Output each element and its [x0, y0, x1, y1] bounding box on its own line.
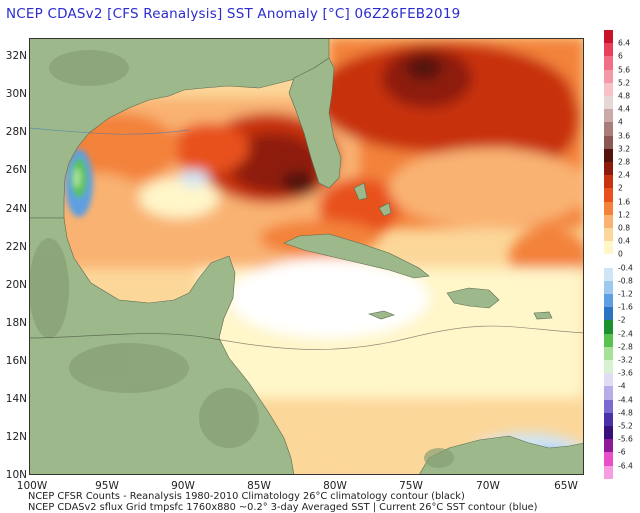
lat-label: 26N [5, 164, 27, 176]
legend-label: 5.6 [618, 65, 631, 75]
sst-anomaly-map [29, 38, 584, 475]
lat-label: 10N [5, 469, 27, 481]
legend-swatch [604, 294, 613, 308]
lat-label: 22N [5, 241, 27, 253]
legend-swatch [604, 307, 613, 321]
legend-swatch [604, 122, 613, 137]
legend-label: -3.6 [618, 368, 633, 378]
legend-swatch [604, 69, 613, 84]
cold-anomaly [65, 149, 93, 217]
legend-swatch [604, 241, 613, 255]
lat-label: 28N [5, 126, 27, 138]
lat-label: 14N [5, 393, 27, 405]
legend-label: 0.4 [618, 236, 631, 246]
lat-label: 16N [5, 355, 27, 367]
legend-swatch [604, 320, 613, 335]
legend-label: 0.8 [618, 223, 631, 233]
legend-label: -2.8 [618, 342, 633, 352]
legend-swatch [604, 254, 613, 269]
legend-label: 1.6 [618, 197, 631, 207]
legend-swatch [604, 188, 613, 203]
legend-label: -4 [618, 381, 626, 391]
legend-swatch [604, 56, 613, 71]
legend-swatch [604, 439, 613, 453]
legend-swatch [604, 333, 613, 348]
terrain [29, 50, 454, 468]
legend-label: -6.4 [618, 461, 633, 471]
legend-swatch [604, 280, 613, 295]
lon-label: 95W [95, 480, 119, 492]
legend-label: 6 [618, 51, 623, 61]
lat-label: 30N [5, 88, 27, 100]
map-canvas [29, 38, 584, 475]
legend-label: -1.2 [618, 289, 633, 299]
legend-swatch [604, 135, 613, 150]
legend-label: 1.2 [618, 210, 631, 220]
lon-label: 100W [16, 480, 48, 492]
legend-swatch [604, 399, 613, 414]
legend-swatch [604, 228, 613, 242]
footer-line-1: NCEP CFSR Counts - Reanalysis 1980-2010 … [28, 491, 465, 502]
legend-label: -5.6 [618, 434, 633, 444]
legend-label: -4.8 [618, 408, 633, 418]
legend-swatch [604, 386, 613, 401]
legend-label: -1.6 [618, 302, 633, 312]
legend-label: 2.4 [618, 170, 631, 180]
lon-label: 90W [171, 480, 195, 492]
legend-label: 2.8 [618, 157, 631, 167]
legend-label: -4.4 [618, 395, 633, 405]
lon-label: 80W [323, 480, 347, 492]
legend-swatch [604, 426, 613, 440]
current-contour [29, 127, 190, 135]
legend-label: 6.4 [618, 38, 631, 48]
legend-label: -5.2 [618, 421, 633, 431]
legend-label: -0.4 [618, 263, 633, 273]
lon-label: 85W [247, 480, 271, 492]
legend-swatch [604, 82, 613, 97]
legend-swatch [604, 109, 613, 123]
legend-label: 4.8 [618, 91, 631, 101]
legend-label: 4.4 [618, 104, 631, 114]
lon-label: 65W [554, 480, 578, 492]
legend-label: -2.4 [618, 329, 633, 339]
lat-label: 12N [5, 431, 27, 443]
legend-label: 5.2 [618, 78, 631, 88]
legend-swatch [604, 465, 613, 480]
legend-swatch [604, 162, 613, 176]
legend-label: -3.2 [618, 355, 633, 365]
legend-label: 3.2 [618, 144, 631, 154]
legend-swatch [604, 96, 613, 110]
lon-label: 75W [399, 480, 423, 492]
lon-label: 70W [476, 480, 500, 492]
lat-label: 20N [5, 279, 27, 291]
legend-swatch [604, 373, 613, 387]
legend-label: 3.6 [618, 131, 631, 141]
legend-label: -2 [618, 315, 626, 325]
legend-swatch [604, 452, 613, 467]
legend-label: 2 [618, 183, 623, 193]
legend-swatch [604, 346, 613, 361]
legend-swatch [604, 267, 613, 282]
climatology-contour [29, 325, 584, 350]
map-title: NCEP CDASv2 [CFS Reanalysis] SST Anomaly… [6, 6, 461, 22]
legend-swatch [604, 30, 613, 44]
legend-swatch [604, 412, 613, 427]
lat-label: 32N [5, 50, 27, 62]
legend-swatch [604, 201, 613, 216]
legend-swatch [604, 360, 613, 374]
legend-swatch [604, 175, 613, 189]
legend-label: -6 [618, 447, 626, 457]
legend-label: 0 [618, 249, 623, 259]
legend-swatch [604, 214, 613, 229]
legend-swatch [604, 43, 613, 57]
map-frame [29, 38, 584, 475]
legend-label: -0.8 [618, 276, 633, 286]
legend-label: 4 [618, 117, 623, 127]
lat-label: 18N [5, 317, 27, 329]
footer-line-2: NCEP CDASv2 sflux Grid tmpsfc 1760x880 ~… [28, 502, 538, 513]
lat-label: 24N [5, 203, 27, 215]
legend-swatch [604, 148, 613, 163]
